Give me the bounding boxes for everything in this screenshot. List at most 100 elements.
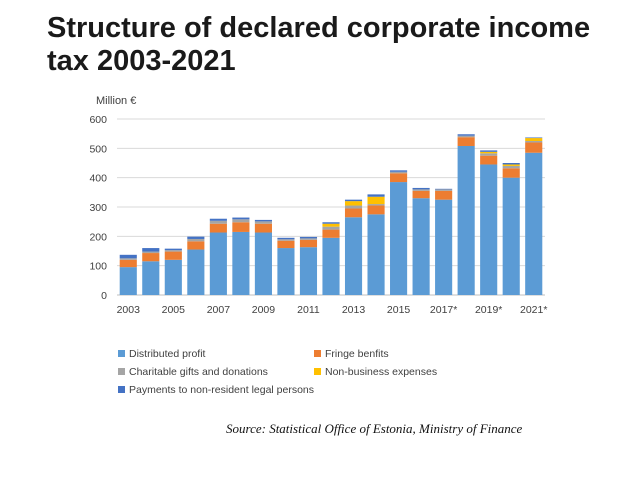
bar-segment [502, 165, 520, 169]
bar-segment [119, 254, 137, 259]
source-note: Source: Statistical Office of Estonia, M… [226, 421, 523, 436]
bar-segment [299, 239, 318, 248]
bar-segment [164, 251, 182, 260]
y-tick-label: 0 [101, 290, 107, 302]
bar-segment [480, 153, 498, 156]
bar-segment [367, 196, 385, 205]
bar-segment [390, 170, 408, 172]
bar-segment [322, 222, 340, 224]
bar-segment [457, 137, 475, 146]
y-axis-label: Million € [96, 95, 137, 107]
legend-swatch [118, 368, 125, 375]
bar-segment [502, 164, 520, 166]
legend-label: Non-business expenses [325, 366, 438, 378]
y-tick-label: 400 [89, 173, 107, 185]
bar-segment [119, 258, 137, 260]
bar-segment [119, 259, 137, 268]
bar-segment [412, 187, 430, 190]
bar-segment [344, 205, 363, 209]
bar-segment [299, 238, 318, 240]
bar-segment [299, 236, 318, 239]
bar-segment [277, 248, 295, 295]
bar-segment [525, 152, 543, 295]
legend-label: Distributed profit [129, 348, 206, 360]
bar-segment [119, 267, 137, 295]
bar-segment [367, 204, 385, 206]
legend-label: Charitable gifts and donations [129, 366, 268, 378]
y-tick-label: 100 [89, 261, 107, 273]
bar-segment [254, 223, 272, 233]
bar-segment [412, 190, 430, 199]
bar-segment [322, 237, 340, 295]
bar-segment [209, 218, 227, 221]
bar-segment [164, 250, 182, 252]
bar-segment [142, 261, 160, 295]
bar-segment [344, 208, 363, 218]
x-tick-label: 2019* [475, 304, 502, 316]
y-tick-label: 500 [89, 143, 107, 155]
y-tick-label: 300 [89, 202, 107, 214]
bar-segment [502, 163, 520, 165]
bar-segment [344, 217, 363, 295]
legend-swatch [118, 350, 125, 357]
bar-segment [390, 171, 408, 174]
bar-segment [367, 194, 385, 197]
legend-label: Payments to non-resident legal persons [129, 384, 315, 396]
bar-segment [187, 238, 205, 242]
bar-segment [480, 155, 498, 165]
bar-segment [525, 137, 543, 139]
bar-segment [367, 214, 385, 295]
legend-swatch [314, 368, 321, 375]
bar-segment [457, 145, 475, 295]
bar-segment [142, 248, 160, 252]
x-tick-label: 2007 [207, 304, 231, 316]
bar-segment [480, 164, 498, 295]
bar-segment [254, 219, 272, 222]
legend-item-distributed-profit: Distributed profit [118, 348, 205, 360]
bar-segment [435, 189, 453, 191]
legend-swatch [314, 350, 321, 357]
legend-item-fringe-benefits: Fringe benfits [314, 348, 389, 360]
bar-segment [390, 173, 408, 183]
bar-segment [412, 198, 430, 295]
bar-segment [209, 220, 227, 224]
x-tick-label: 2009 [252, 304, 276, 316]
bar-segment [502, 168, 520, 178]
bar-segment [435, 188, 453, 190]
bar-segment [232, 231, 250, 295]
bar-segment [277, 237, 295, 240]
bar-segment [480, 151, 498, 154]
y-tick-label: 600 [89, 114, 107, 126]
bar-segment [277, 240, 295, 249]
bar-segment [435, 199, 453, 295]
bar-segment [344, 199, 363, 202]
legend-item-charitable-gifts: Charitable gifts and donations [118, 366, 268, 378]
bar-segment [480, 150, 498, 152]
bar-segment [254, 221, 272, 224]
x-tick-label: 2015 [387, 304, 411, 316]
bar-segment [322, 226, 340, 230]
bar-segment [277, 239, 295, 241]
bar-segment [367, 205, 385, 215]
y-tick-label: 200 [89, 231, 107, 243]
x-tick-label: 2003 [117, 304, 141, 316]
bar-segment [209, 232, 227, 295]
bar-segment [457, 134, 475, 136]
bar-segment [187, 249, 205, 295]
bar-segment [457, 135, 475, 138]
bar-segment [322, 229, 340, 238]
x-tick-label: 2005 [162, 304, 186, 316]
bar-segment [435, 190, 453, 200]
bar-segment [390, 182, 408, 295]
bar-segment [525, 138, 543, 141]
bar-segment [142, 253, 160, 262]
bar-segment [187, 241, 205, 250]
bar-segment [187, 236, 205, 239]
legend-item-payments-non-resident: Payments to non-resident legal persons [118, 384, 314, 396]
legend-swatch [118, 386, 125, 393]
bar-segment [502, 177, 520, 295]
bar-segment [412, 189, 430, 191]
bar-segment [322, 223, 340, 227]
bar-segment [344, 201, 363, 206]
x-tick-label: 2021* [520, 304, 547, 316]
